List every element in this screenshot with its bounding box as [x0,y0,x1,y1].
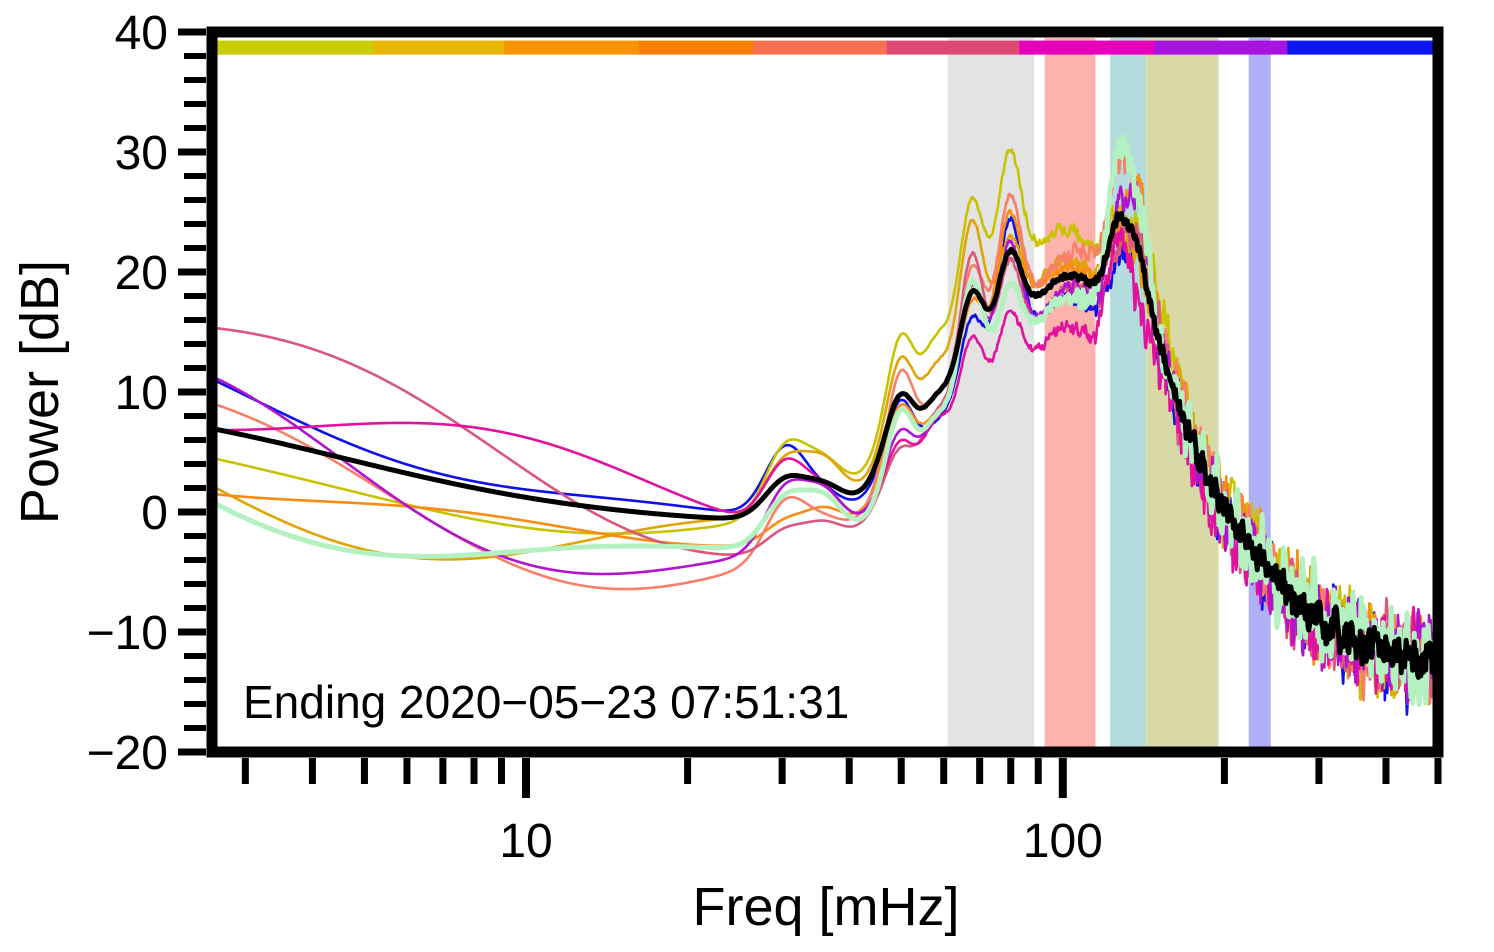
x-tick-9-minor [497,758,505,784]
y-minor-tick-28 [184,173,206,179]
x-tick-300-minor [1315,758,1323,784]
y-major-tick-0 [178,28,206,36]
band-periwinkle [1248,38,1271,752]
y-minor-tick-14 [184,341,206,347]
x-tick-100-major [1058,758,1067,798]
axes-frame-group [206,26,1444,758]
x-tick-3-minor [241,758,249,784]
y-minor-tick-22 [184,245,206,251]
series-trace-mint [212,134,1438,708]
y-minor-tick--16 [184,701,206,707]
x-tick-50-minor [897,758,905,784]
y-tick-label-3: 10 [115,367,168,420]
x-tick-80-minor [1007,758,1015,784]
y-major-tick-2 [178,268,206,276]
colorbar-segment-4 [753,40,888,55]
x-tick-40-minor [845,758,853,784]
colorbar-segment-5 [886,40,1021,55]
x-tick-6-minor [403,758,411,784]
y-minor-tick--18 [184,725,206,731]
y-minor-tick--14 [184,677,206,683]
y-minor-tick--6 [184,581,206,587]
y-tick-label-1: 30 [115,127,168,180]
x-tick-30-minor [778,758,786,784]
y-tick-label-5: −10 [87,607,168,660]
y-minor-tick--2 [184,533,206,539]
frame-top [206,26,1444,38]
y-minor-tick-34 [184,101,206,107]
y-minor-tick-16 [184,317,206,323]
y-tick-label-0: 40 [115,7,168,60]
y-minor-tick-4 [184,461,206,467]
x-axis-label: Freq [mHz] [692,877,959,937]
x-tick-200-minor [1220,758,1228,784]
y-tick-label-4: 0 [141,487,168,540]
y-minor-tick--8 [184,605,206,611]
y-tick-label-2: 20 [115,247,168,300]
x-tick-500 [1434,758,1442,784]
x-tick-label-1: 100 [1023,815,1103,868]
colorbar-segment-1 [373,40,505,55]
x-tick-7-minor [439,758,447,784]
x-tick-8-minor [470,758,478,784]
frame-left [206,26,218,758]
band-gray [947,38,1035,752]
colorbar-segment-2 [504,40,640,55]
y-minor-tick--12 [184,653,206,659]
y-minor-tick-36 [184,77,206,83]
colorbar-segment-8 [1287,40,1438,55]
y-minor-tick-12 [184,365,206,371]
x-tick-60-minor [940,758,948,784]
x-tick-10-major [522,758,531,798]
y-minor-tick-24 [184,221,206,227]
y-minor-tick-6 [184,437,206,443]
x-tick-70-minor [976,758,984,784]
colorbar-segment-7 [1154,40,1289,55]
y-major-tick-4 [178,508,206,516]
colorbar-segment-3 [638,40,755,55]
axis-ticks-group [178,28,1442,798]
y-minor-tick-2 [184,485,206,491]
x-tick-5-minor [360,758,368,784]
y-minor-tick-18 [184,293,206,299]
y-minor-tick-32 [184,125,206,131]
y-major-tick-1 [178,148,206,156]
frame-bottom [206,746,1444,758]
y-axis-label: Power [dB] [10,260,70,524]
ending-timestamp-annotation: Ending 2020−05−23 07:51:31 [243,676,849,728]
y-minor-tick-8 [184,413,206,419]
y-major-tick-6 [178,748,206,756]
x-tick-90-minor [1034,758,1042,784]
frame-right [1432,26,1444,758]
y-major-tick-3 [178,388,206,396]
band-salmon [1044,38,1096,752]
x-tick-label-0: 10 [499,815,552,868]
x-tick-20-minor [684,758,692,784]
y-major-tick-5 [178,628,206,636]
x-tick-400-minor [1382,758,1390,784]
series-mean [212,210,1438,680]
y-minor-tick-26 [184,197,206,203]
spectrum-curves-group [212,134,1438,716]
x-tick-4-minor [308,758,316,784]
colorbar-segment-0 [212,40,375,55]
colorbar-segment-6 [1019,40,1156,55]
y-tick-label-6: −20 [87,727,168,780]
colorbar-group [212,40,1438,55]
y-minor-tick--4 [184,557,206,563]
y-minor-tick-38 [184,53,206,59]
